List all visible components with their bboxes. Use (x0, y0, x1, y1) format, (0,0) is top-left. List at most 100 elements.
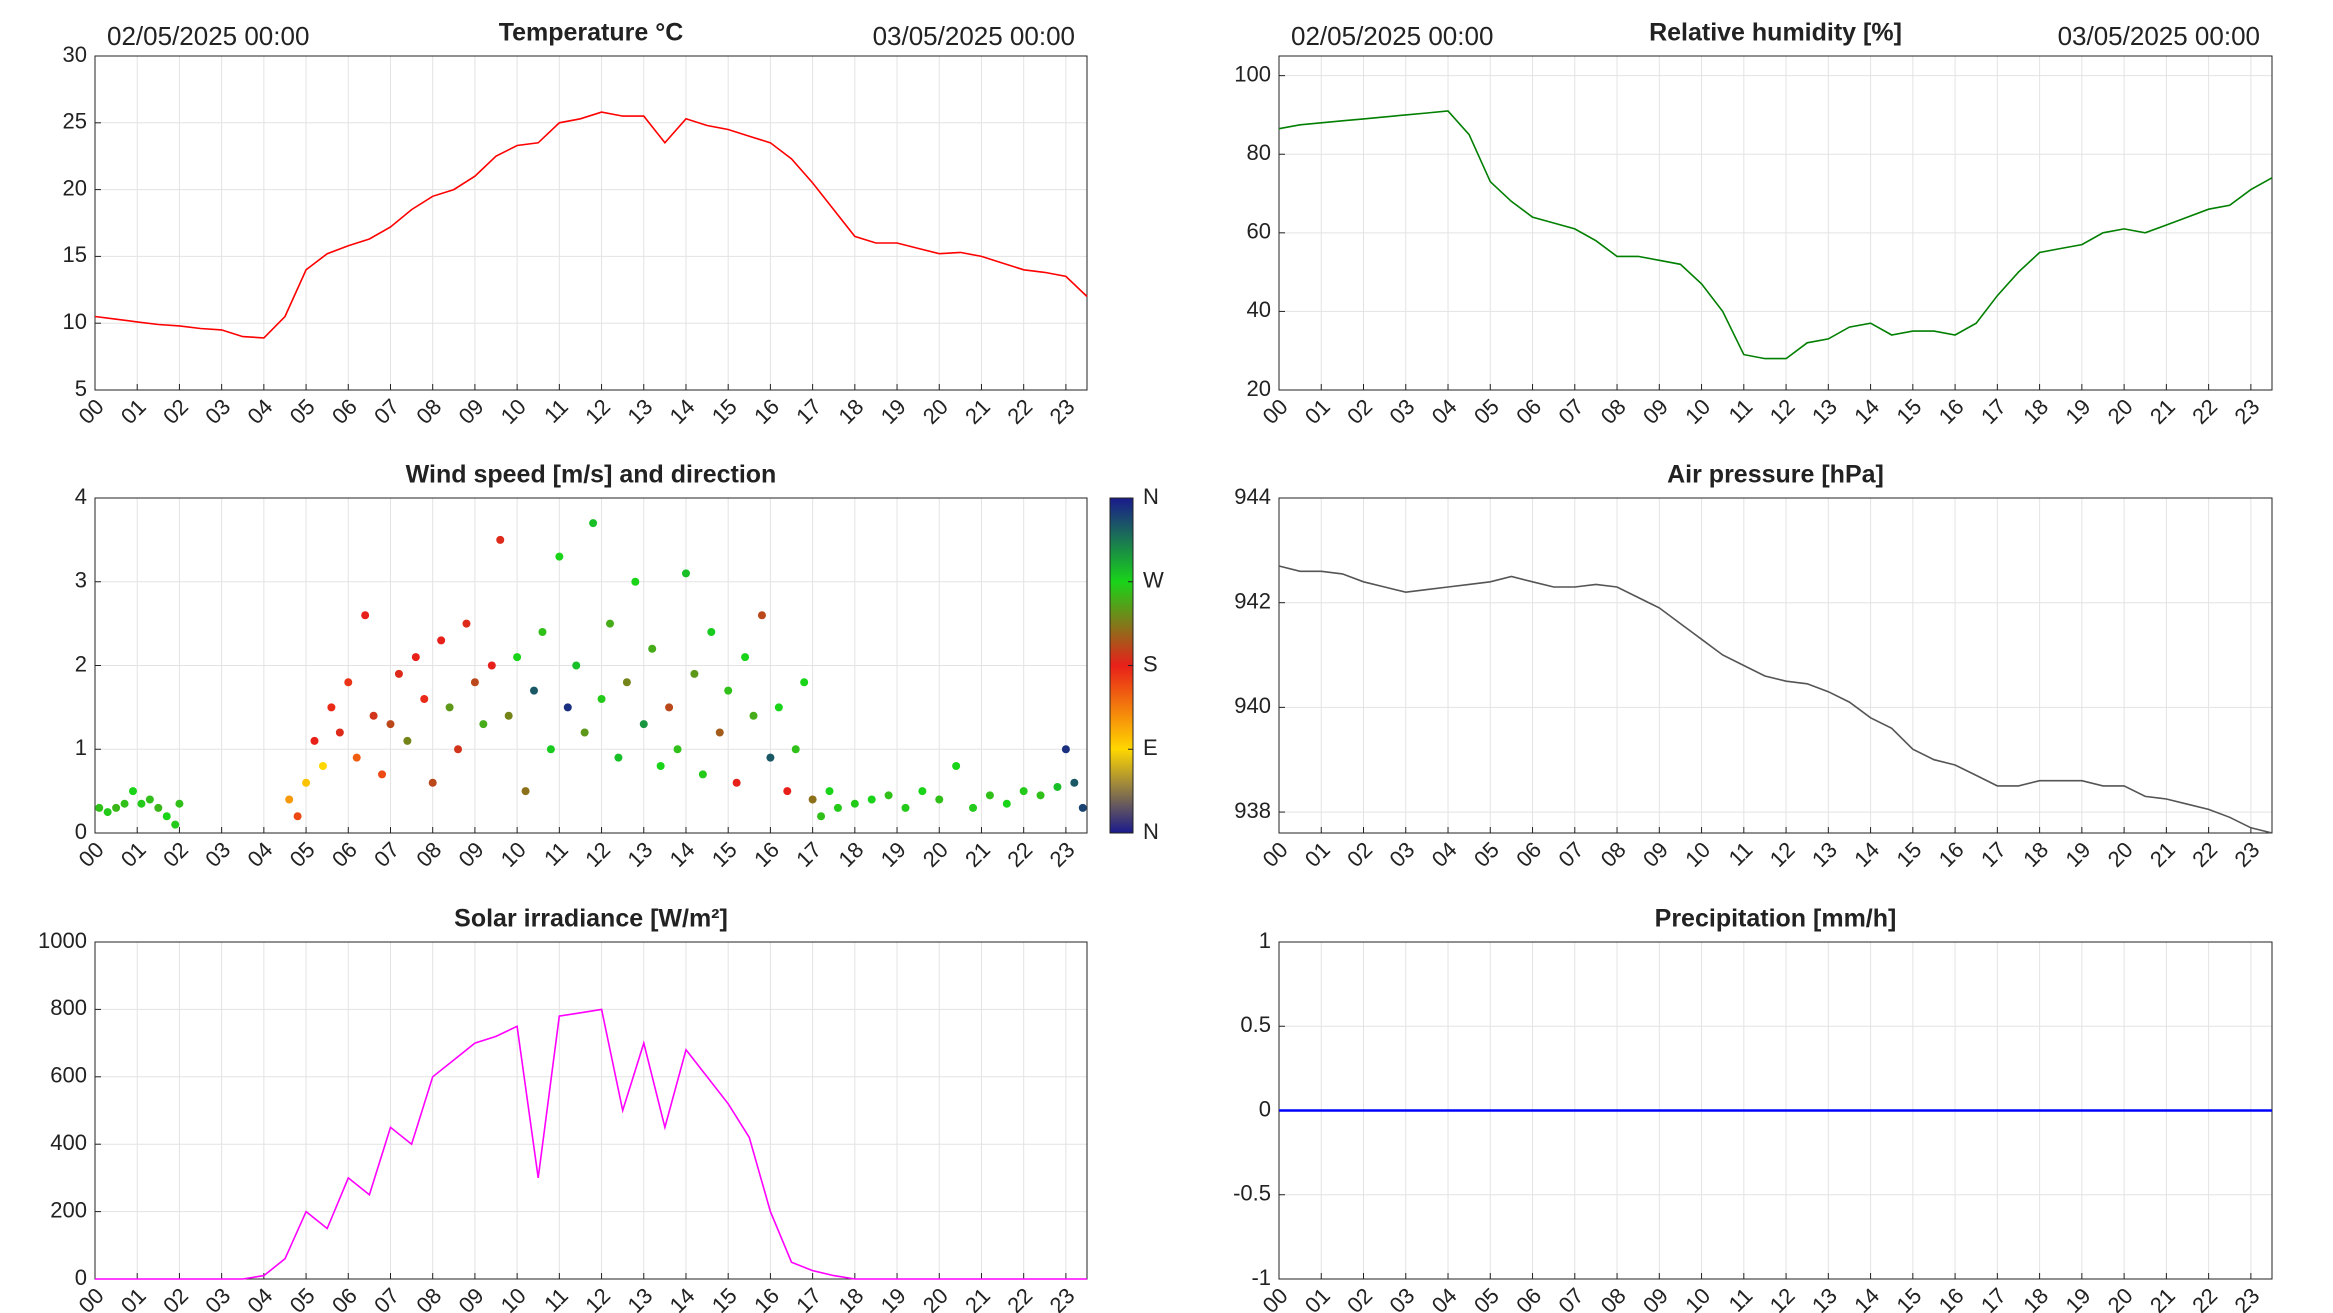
x-tick-label: 04 (243, 1283, 278, 1313)
x-tick-label: 19 (876, 1283, 911, 1313)
y-tick-label: 5 (75, 376, 87, 401)
wind-point (1070, 778, 1079, 787)
wind-point (137, 799, 146, 808)
wind-point (394, 669, 403, 678)
x-tick-label: 06 (1511, 1283, 1546, 1313)
x-tick-label: 11 (1724, 837, 1758, 871)
wind-point (352, 753, 361, 762)
wind-point (648, 644, 657, 653)
wind-point (724, 686, 733, 695)
y-tick-label: 938 (1234, 798, 1271, 823)
wind-point (145, 795, 154, 804)
wind-point (741, 653, 750, 662)
wind-point (884, 791, 893, 800)
x-tick-label: 12 (1765, 837, 1800, 872)
x-tick-label: 23 (2230, 837, 2265, 872)
wind-point (1053, 782, 1062, 791)
wind-point (386, 720, 395, 729)
y-tick-label: 400 (50, 1130, 87, 1155)
wind-point (791, 745, 800, 754)
x-tick-label: 18 (2018, 1283, 2053, 1313)
x-tick-label: 20 (918, 394, 953, 429)
x-tick-label: 13 (1807, 1283, 1842, 1313)
end-date: 03/05/2025 00:00 (873, 21, 1075, 51)
wind-point (496, 535, 505, 544)
wind-point (1036, 791, 1045, 800)
wind-point (622, 678, 631, 687)
x-tick-label: 04 (243, 394, 278, 429)
y-tick-label: 80 (1247, 140, 1271, 165)
x-tick-label: 14 (665, 394, 700, 429)
wind-point (783, 787, 792, 796)
wind-point (808, 795, 817, 804)
x-tick-label: 11 (1724, 1283, 1758, 1313)
wind-point (732, 778, 741, 787)
x-tick-label: 11 (539, 394, 573, 428)
y-tick-label: 10 (63, 309, 87, 334)
panel: 00 01 02 03 04 05 06 07 08 09 10 11 12 13 14 15 16 17 18 19… (74, 461, 1164, 872)
wind-point (825, 787, 834, 796)
chart-title: Solar irradiance [W/m²] (454, 905, 728, 933)
x-tick-label: 13 (622, 1283, 657, 1313)
x-tick-label: 14 (665, 837, 700, 872)
wind-point (103, 808, 112, 817)
x-tick-label: 12 (1765, 394, 1800, 429)
x-tick-label: 03 (1384, 394, 1419, 429)
x-tick-label: 10 (496, 394, 531, 429)
wind-point (563, 703, 572, 712)
wind-point (546, 745, 555, 754)
x-tick-label: 12 (580, 394, 615, 429)
x-tick-label: 23 (1045, 394, 1080, 429)
x-tick-label: 01 (116, 837, 151, 872)
x-tick-label: 18 (2018, 837, 2053, 872)
x-tick-label: 17 (1976, 837, 2011, 872)
wind-point (428, 778, 437, 787)
y-tick-label: 0 (75, 1265, 87, 1290)
x-tick-label: 11 (1724, 394, 1758, 428)
y-tick-label: 1000 (38, 928, 87, 953)
wind-point (918, 787, 927, 796)
axes-frame (94, 941, 1088, 1280)
x-tick-label: 02 (1342, 1283, 1377, 1313)
wind-point (665, 703, 674, 712)
x-tick-label: 12 (1765, 1283, 1800, 1313)
x-tick-label: 06 (1511, 394, 1546, 429)
wind-point (1019, 787, 1028, 796)
wind-point (327, 703, 336, 712)
wind-point (800, 678, 809, 687)
chart-title: Wind speed [m/s] and direction (406, 461, 777, 489)
x-tick-label: 13 (1807, 837, 1842, 872)
x-tick-label: 11 (539, 837, 573, 871)
x-tick-label: 17 (1976, 1283, 2011, 1313)
wind-point (969, 803, 978, 812)
x-tick-label: 01 (116, 394, 151, 429)
wind-point (154, 803, 163, 812)
colorbar-label: N (1143, 484, 1159, 509)
plot-area (95, 56, 1087, 390)
axes-frame (94, 55, 1088, 391)
wind-point (454, 745, 463, 754)
x-tick-label: 09 (1638, 394, 1673, 429)
x-tick-label: 08 (1596, 837, 1631, 872)
wind-point (681, 569, 690, 578)
wind-point (437, 636, 446, 645)
wind-point (817, 812, 826, 821)
colorbar-label: W (1143, 568, 1164, 593)
x-tick-label: 03 (1384, 837, 1419, 872)
x-tick-label: 03 (200, 394, 235, 429)
x-tick-label: 10 (1680, 394, 1715, 429)
x-tick-label: 10 (1680, 1283, 1715, 1313)
wind-point (597, 695, 606, 703)
x-tick-label: 23 (1045, 1283, 1080, 1313)
colorbar-label: S (1143, 651, 1158, 676)
x-tick-label: 23 (1045, 837, 1080, 872)
x-tick-label: 15 (1891, 1283, 1926, 1313)
colorbar-label: E (1143, 735, 1158, 760)
x-tick-label: 22 (1002, 837, 1037, 872)
x-tick-label: 05 (285, 394, 320, 429)
x-tick-label: 01 (116, 1283, 151, 1313)
wind-point (344, 678, 353, 687)
x-tick-label: 02 (1342, 394, 1377, 429)
wind-point (369, 711, 378, 720)
